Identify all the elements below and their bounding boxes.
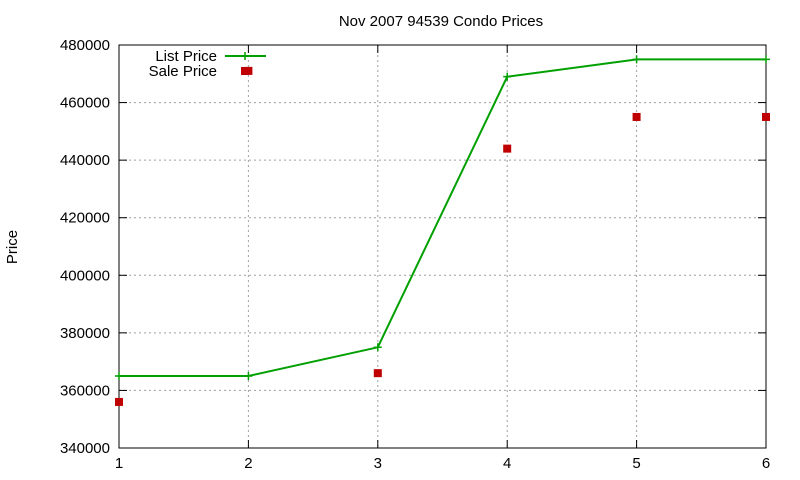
x-tick-label: 1 bbox=[115, 455, 123, 472]
legend-label-list-price: List Price bbox=[155, 48, 217, 65]
y-tick-label: 360000 bbox=[60, 382, 110, 399]
sale-price-point bbox=[632, 112, 641, 121]
series-layer bbox=[115, 55, 770, 406]
axis-ticks: 340000 360000 380000 400000 420000 440000 4600… bbox=[60, 37, 770, 472]
sale-price-point bbox=[503, 144, 512, 153]
legend-label-sale-price: Sale Price bbox=[149, 63, 217, 80]
y-tick-label: 440000 bbox=[60, 152, 110, 169]
sale-price-point bbox=[115, 397, 123, 406]
y-tick-label: 400000 bbox=[60, 267, 110, 284]
series-line-list-price bbox=[119, 58, 766, 377]
legend-marker-list-price bbox=[241, 52, 249, 60]
chart-title: Nov 2007 94539 Condo Prices bbox=[339, 13, 543, 30]
y-tick-label: 480000 bbox=[60, 37, 110, 54]
list-price-point bbox=[115, 372, 123, 381]
grid bbox=[119, 45, 766, 448]
sale-price-point bbox=[762, 112, 770, 121]
y-axis-label: Price bbox=[4, 230, 21, 264]
list-price-point bbox=[244, 372, 253, 381]
list-price-point bbox=[762, 55, 770, 64]
x-tick-label: 4 bbox=[503, 455, 511, 472]
y-tick-label: 340000 bbox=[60, 440, 110, 457]
x-tick-label: 3 bbox=[374, 455, 382, 472]
x-tick-label: 2 bbox=[244, 455, 252, 472]
list-price-point bbox=[373, 343, 382, 352]
sale-price-point bbox=[373, 369, 382, 378]
x-tick-label: 5 bbox=[632, 455, 640, 472]
y-tick-label: 380000 bbox=[60, 325, 110, 342]
legend-marker-sale-price bbox=[241, 67, 249, 75]
list-price-point bbox=[632, 55, 641, 64]
plot-frame bbox=[118, 44, 767, 449]
x-tick-label: 6 bbox=[762, 455, 770, 472]
list-price-point bbox=[503, 72, 512, 81]
y-tick-label: 460000 bbox=[60, 95, 110, 112]
y-tick-label: 420000 bbox=[60, 210, 110, 227]
